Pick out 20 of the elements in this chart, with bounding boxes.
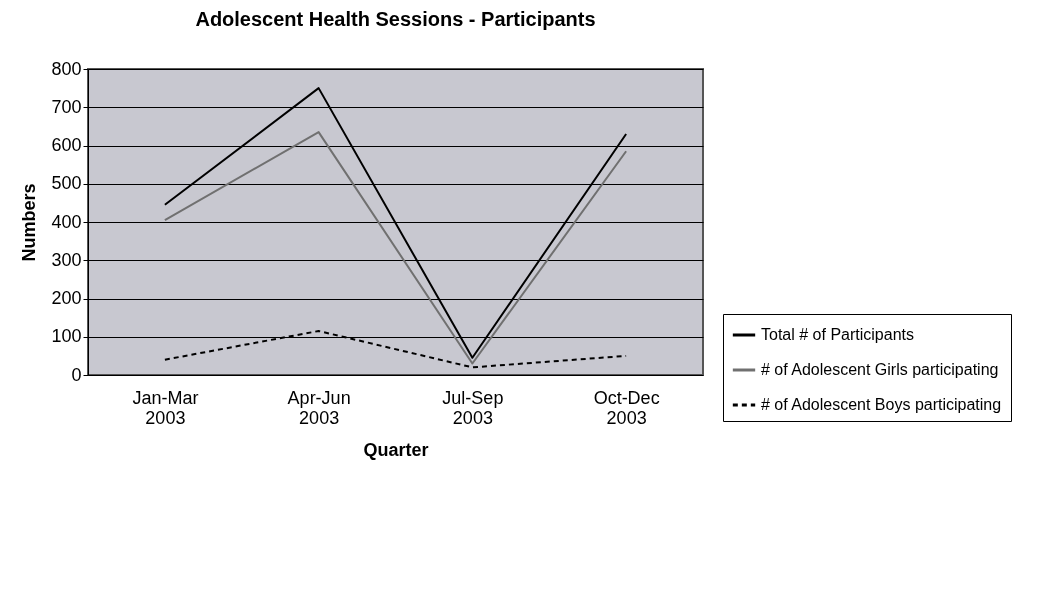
y-tick-label: 400 <box>51 211 82 232</box>
x-tick-label: Jan-Mar 2003 <box>132 387 199 428</box>
y-tick-label: 500 <box>51 173 82 194</box>
y-tick-label: 200 <box>51 288 82 308</box>
x-tick-label: Apr-Jun 2003 <box>287 387 351 428</box>
y-tick-label: 0 <box>71 364 82 385</box>
x-tick-label: Oct-Dec 2003 <box>593 387 660 428</box>
y-tick-label: 700 <box>51 96 82 117</box>
y-tick-label: 800 <box>51 58 82 79</box>
chart-title: Adolescent Health Sessions - Participants <box>195 8 596 30</box>
y-tick-label: 600 <box>51 135 82 155</box>
x-tick-label: Jul-Sep 2003 <box>442 387 504 428</box>
legend-label: # of Adolescent Girls participating <box>761 361 999 378</box>
y-axis-title: Numbers <box>19 183 40 262</box>
line-series <box>163 131 628 365</box>
y-tick-label: 100 <box>51 326 82 347</box>
legend-label: Total # of Participants <box>761 326 914 343</box>
legend-label: # of Adolescent Boys participating <box>761 396 1002 413</box>
y-tick-label: 300 <box>51 249 82 270</box>
x-axis-title: Quarter <box>363 439 429 460</box>
